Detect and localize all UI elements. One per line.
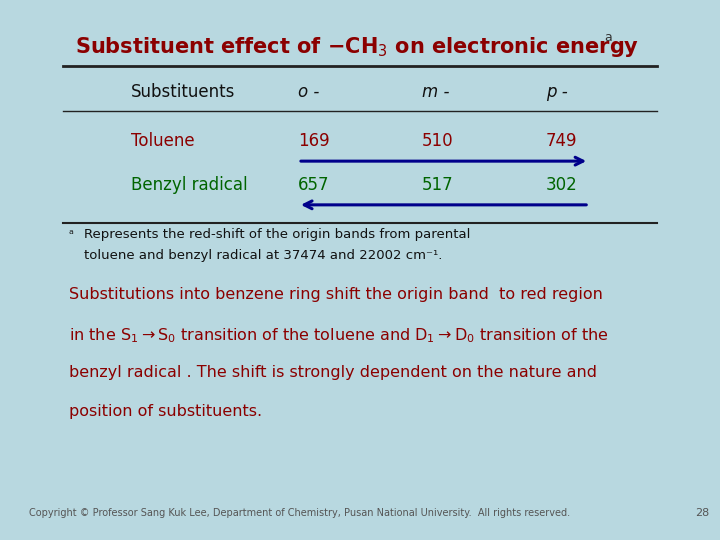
Text: in the S$_1$$\rightarrow$S$_0$ transition of the toluene and D$_1$$\rightarrow$D: in the S$_1$$\rightarrow$S$_0$ transitio… — [69, 326, 608, 345]
Text: Represents the red-shift of the origin bands from parental: Represents the red-shift of the origin b… — [84, 228, 471, 241]
Text: Benzyl radical: Benzyl radical — [131, 176, 248, 194]
Text: p -: p - — [546, 83, 567, 101]
Text: m -: m - — [422, 83, 449, 101]
Text: 302: 302 — [546, 176, 577, 194]
Text: toluene and benzyl radical at 37474 and 22002 cm⁻¹.: toluene and benzyl radical at 37474 and … — [84, 249, 443, 262]
Text: ᵃ: ᵃ — [69, 228, 74, 241]
Text: benzyl radical . The shift is strongly dependent on the nature and: benzyl radical . The shift is strongly d… — [69, 365, 597, 380]
Text: 510: 510 — [422, 132, 454, 150]
Text: 517: 517 — [422, 176, 454, 194]
Text: position of substituents.: position of substituents. — [69, 404, 262, 419]
Text: 657: 657 — [298, 176, 330, 194]
Text: 169: 169 — [298, 132, 330, 150]
Text: Substituents: Substituents — [131, 83, 235, 101]
Text: Substituent effect of $\mathbf{-}$CH$_3$ on electronic energy: Substituent effect of $\mathbf{-}$CH$_3$… — [75, 35, 639, 59]
Text: Toluene: Toluene — [131, 132, 194, 150]
Text: a: a — [605, 31, 612, 44]
Text: o -: o - — [298, 83, 320, 101]
Text: Copyright © Professor Sang Kuk Lee, Department of Chemistry, Pusan National Univ: Copyright © Professor Sang Kuk Lee, Depa… — [29, 508, 570, 518]
Text: 28: 28 — [695, 508, 709, 518]
Text: 749: 749 — [546, 132, 577, 150]
Text: Substitutions into benzene ring shift the origin band  to red region: Substitutions into benzene ring shift th… — [69, 287, 603, 302]
